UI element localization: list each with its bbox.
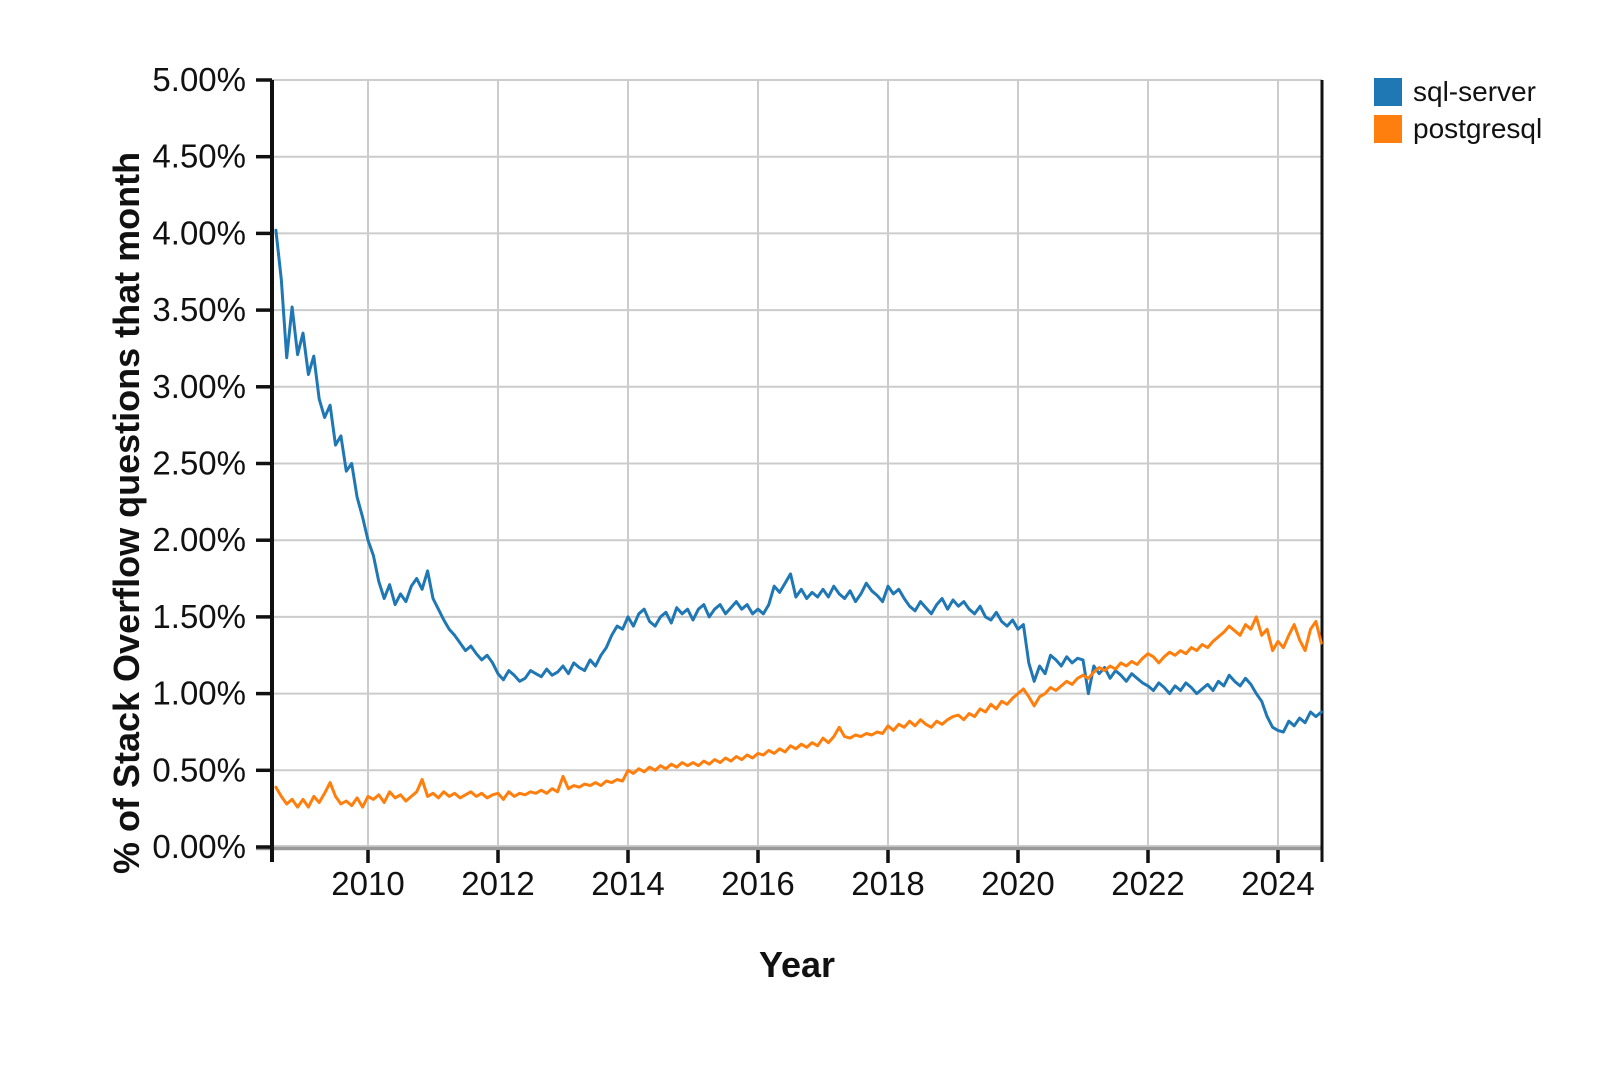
x-axis-title: Year xyxy=(758,944,836,985)
y-tick-label: 2.00% xyxy=(152,521,246,558)
legend-label-sql-server: sql-server xyxy=(1413,76,1536,107)
y-axis-title: % of Stack Overflow questions that month xyxy=(106,151,147,874)
legend-swatch-sql-server-icon xyxy=(1374,78,1402,106)
y-tick-label: 1.00% xyxy=(152,675,246,712)
legend-item-sql-server: sql-server xyxy=(1374,78,1542,106)
y-tick-label: 1.50% xyxy=(152,598,246,635)
legend-swatch-postgresql-icon xyxy=(1374,115,1402,143)
x-tick-label: 2014 xyxy=(591,865,664,902)
y-tick-label: 2.50% xyxy=(152,445,246,482)
legend-item-postgresql: postgresql xyxy=(1374,115,1542,143)
y-tick-label: 5.00% xyxy=(152,61,246,98)
y-tick-label: 0.50% xyxy=(152,751,246,788)
y-tick-label: 3.00% xyxy=(152,368,246,405)
legend-label-postgresql: postgresql xyxy=(1413,113,1543,144)
postgresql-line xyxy=(274,615,1323,809)
axes-layer xyxy=(256,78,1324,863)
x-tick-label: 2022 xyxy=(1111,865,1184,902)
x-tick-label: 2012 xyxy=(461,865,534,902)
x-tick-label: 2020 xyxy=(981,865,1054,902)
x-tick-label: 2016 xyxy=(721,865,794,902)
y-tick-label: 0.00% xyxy=(152,828,246,865)
series-layer xyxy=(274,228,1323,809)
legend: sql-server postgresql xyxy=(1374,78,1542,143)
x-tick-label: 2018 xyxy=(851,865,924,902)
gridlines xyxy=(272,79,1322,847)
y-tick-label: 4.50% xyxy=(152,138,246,175)
tick-labels: 0.00% 0.50% 1.00% 1.50% 2.00% 2.50% 3.00% 3.50%… xyxy=(152,61,1314,902)
y-tick-label: 4.00% xyxy=(152,214,246,251)
x-tick-label: 2010 xyxy=(331,865,404,902)
x-tick-label: 2024 xyxy=(1241,865,1314,902)
y-tick-label: 3.50% xyxy=(152,291,246,328)
sql-server-line xyxy=(274,228,1323,734)
